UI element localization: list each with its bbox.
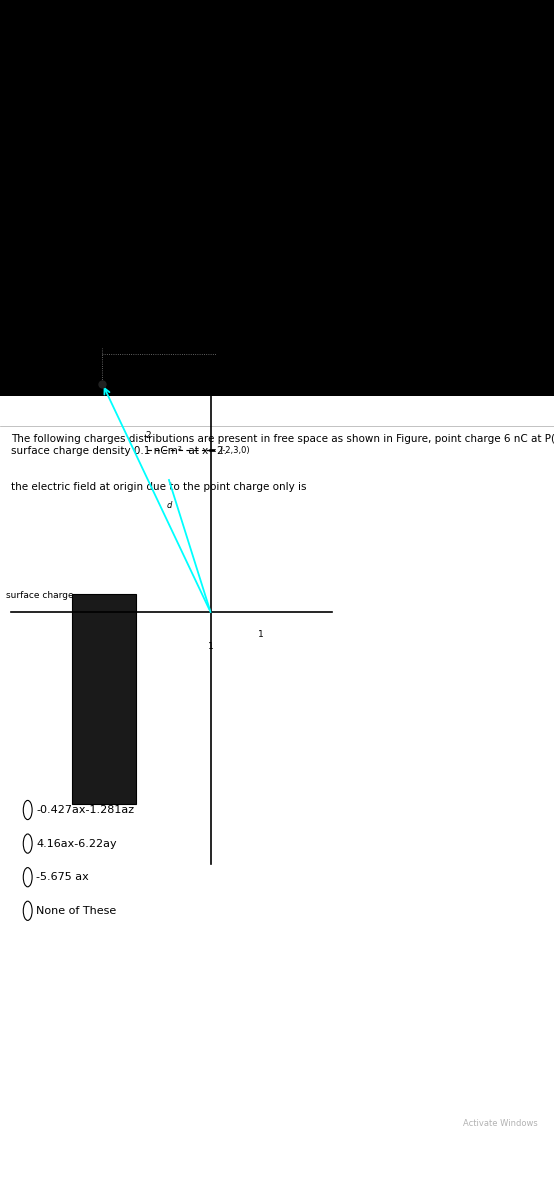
- Text: (2,0,6): (2,0,6): [55, 378, 85, 386]
- Text: the electric field at origin due to the point charge only is: the electric field at origin due to the …: [11, 482, 306, 492]
- Text: None of These: None of These: [36, 906, 116, 916]
- Bar: [0, 396, 554, 1200]
- Text: d: d: [166, 502, 172, 510]
- Text: (-2,3,0): (-2,3,0): [219, 445, 249, 455]
- Text: -5.675 ax: -5.675 ax: [36, 872, 89, 882]
- Bar: [72, 594, 136, 804]
- Text: surface charge: surface charge: [6, 590, 73, 600]
- Text: 4.16ax-6.22ay: 4.16ax-6.22ay: [36, 839, 117, 848]
- Text: 1: 1: [258, 630, 263, 638]
- Text: point charge: point charge: [50, 338, 107, 348]
- Text: Activate Windows: Activate Windows: [463, 1118, 537, 1128]
- Text: The following charges distributions are present in free space as shown in Figure: The following charges distributions are …: [11, 434, 554, 456]
- Text: line charge: line charge: [222, 270, 273, 280]
- Text: 1: 1: [208, 642, 213, 650]
- Text: -0.427ax-1.281az: -0.427ax-1.281az: [36, 805, 134, 815]
- Text: 2: 2: [146, 431, 151, 440]
